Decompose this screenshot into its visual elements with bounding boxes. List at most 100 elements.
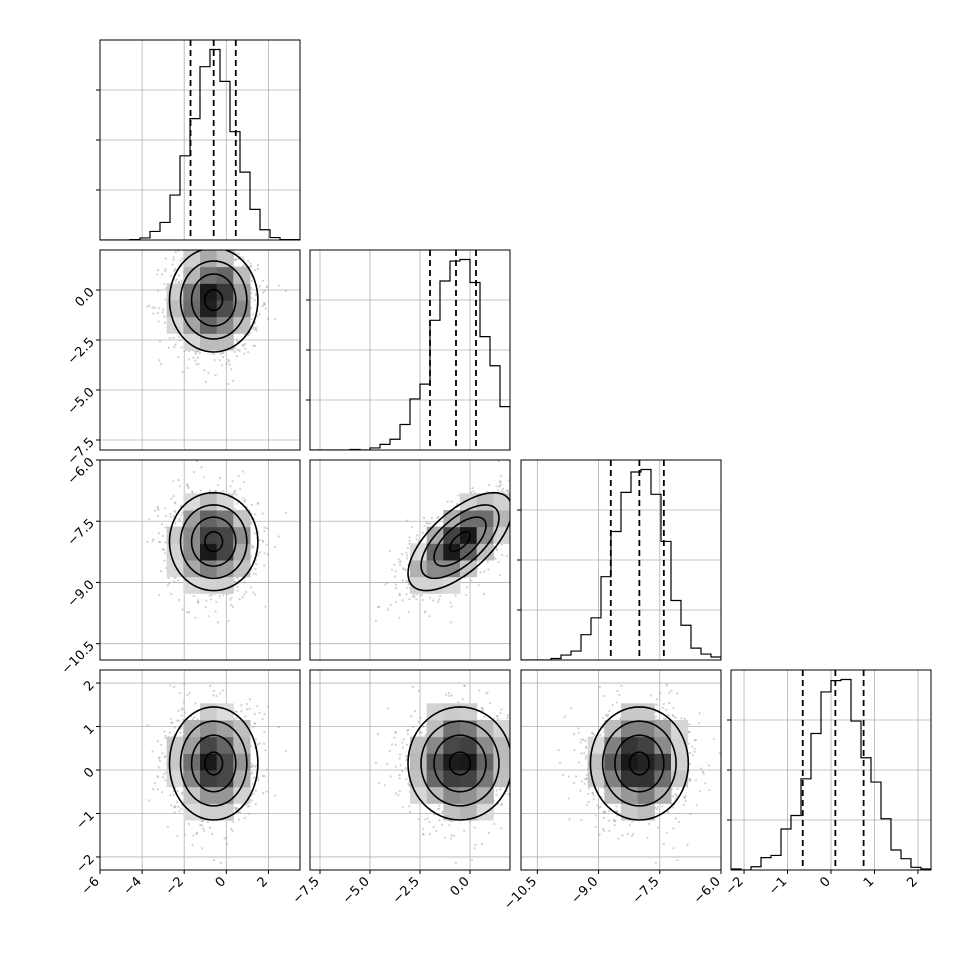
panel-frame [309,249,511,451]
sample-point [246,351,250,354]
sample-point [182,701,186,704]
sample-point [229,242,231,244]
sample-point [164,267,167,271]
sample-point [191,717,194,721]
sample-point [465,586,469,589]
sample-point [178,691,181,695]
sample-point [160,273,164,276]
density-cell [216,510,234,528]
sample-point [408,539,411,542]
panel-content [100,670,300,870]
sample-point [156,774,159,778]
sample-point [525,521,527,523]
sample-point [513,484,515,486]
sample-point [179,514,183,517]
sample-point [408,536,411,539]
sample-point [177,281,180,284]
sample-point [256,743,260,746]
sample-point [180,714,184,717]
sample-point [277,726,281,729]
sample-point [160,791,164,794]
sample-point [446,500,449,503]
sample-point [383,583,386,586]
sample-point [235,716,238,720]
sample-point [186,693,189,696]
sample-point [148,304,151,307]
sample-point [187,611,191,614]
sample-point [194,359,197,362]
sample-point [238,597,241,601]
sample-point [497,560,500,564]
sample-point [174,251,177,254]
sample-point [158,359,161,362]
density-cell [233,560,251,578]
sample-point [505,489,508,492]
sample-point [244,247,246,249]
sample-point [376,605,380,609]
sample-point [203,237,205,239]
density-cell [460,493,478,511]
sample-point [266,317,269,320]
sample-point [160,523,164,526]
sample-point [263,529,266,533]
sample-point [511,524,513,526]
contour-2 [433,516,487,567]
sample-point [193,350,197,353]
sample-point [486,560,489,563]
density-cell [183,250,201,268]
sample-point [195,831,198,835]
sample-point [146,724,149,727]
sample-point [215,600,218,603]
density-cell [200,526,218,544]
sample-point [203,829,206,832]
density-cell [183,510,201,528]
sample-point [174,268,177,271]
sample-point [263,552,266,555]
sample-point [405,554,409,557]
sample-point [184,711,187,714]
sample-point [212,858,215,862]
sample-point [172,480,175,483]
sample-point [158,306,161,310]
sample-point [398,616,401,619]
sample-point [164,779,167,782]
sample-point [195,350,198,353]
sample-point [151,539,154,543]
sample-point [405,557,409,560]
sample-point [471,487,474,490]
sample-point [177,478,180,482]
sample-point [233,507,236,510]
sample-point [192,594,195,598]
sample-point [263,712,266,716]
sample-point [251,764,255,767]
sample-point [240,704,243,707]
sample-point [156,273,159,276]
sample-point [265,286,269,289]
sample-point [399,560,402,563]
sample-point [156,506,160,510]
sample-point [174,343,177,346]
sample-point [457,494,460,497]
sample-point [163,315,166,318]
sample-point [528,500,530,502]
sample-point [264,307,267,310]
panel-2-0: −10.5−9.0−7.5−6.0 [59,455,301,678]
sample-point [173,509,176,512]
sample-point [209,246,211,248]
sample-point [235,502,238,505]
sample-point [258,742,262,745]
sample-point [423,524,426,528]
sample-point [159,570,163,573]
sample-point [254,573,258,576]
sample-point [218,692,222,695]
sample-point [163,773,166,776]
sample-point [192,237,194,239]
sample-point [449,621,452,624]
sample-point [194,352,197,355]
sample-point [192,834,195,837]
sample-point [193,221,195,223]
y-tick-label: −10.5 [59,639,98,678]
sample-point [153,509,156,512]
sample-point [252,725,255,728]
sample-point [219,352,222,355]
